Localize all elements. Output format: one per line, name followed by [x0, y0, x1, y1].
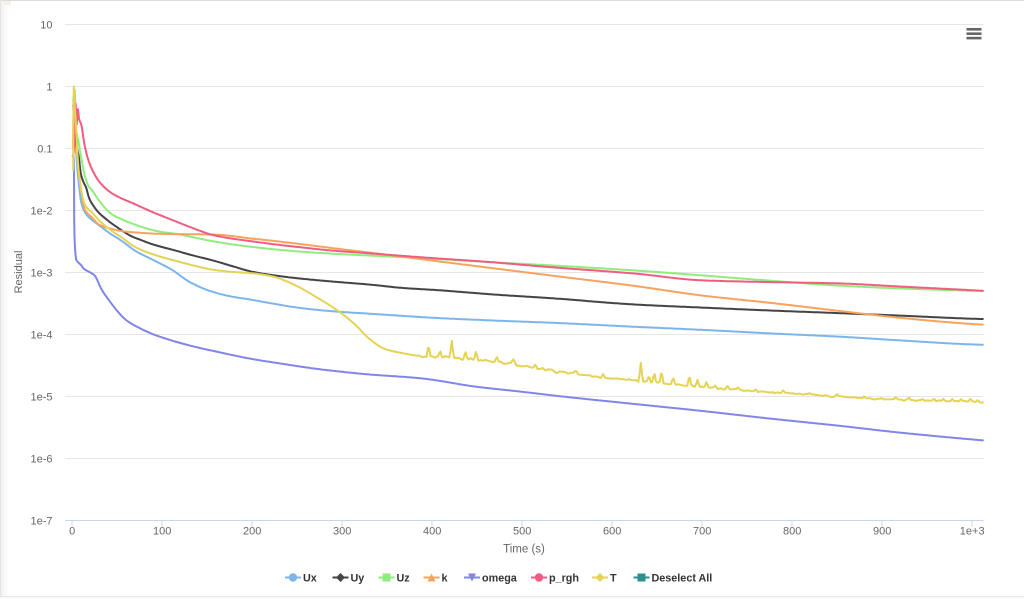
svg-text:Time (s): Time (s): [503, 544, 545, 556]
svg-text:1e-4: 1e-4: [30, 329, 52, 341]
svg-text:Residual: Residual: [13, 251, 25, 294]
svg-text:1e-2: 1e-2: [30, 205, 52, 217]
svg-text:Ux: Ux: [303, 573, 317, 585]
svg-text:1e-5: 1e-5: [30, 391, 52, 403]
svg-text:500: 500: [513, 525, 531, 537]
svg-text:omega: omega: [482, 573, 518, 585]
svg-text:0: 0: [69, 525, 75, 537]
svg-text:400: 400: [423, 525, 441, 537]
svg-text:p_rgh: p_rgh: [549, 573, 579, 585]
svg-text:300: 300: [333, 525, 351, 537]
svg-text:1e-7: 1e-7: [30, 515, 52, 527]
svg-text:Uy: Uy: [351, 573, 365, 585]
svg-text:700: 700: [693, 525, 711, 537]
svg-text:200: 200: [243, 525, 261, 537]
svg-text:600: 600: [603, 525, 621, 537]
svg-text:1e-3: 1e-3: [30, 267, 52, 279]
svg-text:Deselect All: Deselect All: [652, 573, 713, 585]
svg-text:0.1: 0.1: [37, 143, 52, 155]
svg-text:100: 100: [153, 525, 171, 537]
svg-text:10: 10: [40, 19, 52, 31]
svg-text:k: k: [442, 573, 449, 585]
svg-text:900: 900: [873, 525, 891, 537]
svg-text:1: 1: [46, 81, 52, 93]
svg-text:1e+3: 1e+3: [960, 525, 985, 537]
svg-text:800: 800: [783, 525, 801, 537]
svg-text:T: T: [610, 573, 617, 585]
svg-text:1e-6: 1e-6: [30, 453, 52, 465]
svg-text:Uz: Uz: [397, 573, 411, 585]
